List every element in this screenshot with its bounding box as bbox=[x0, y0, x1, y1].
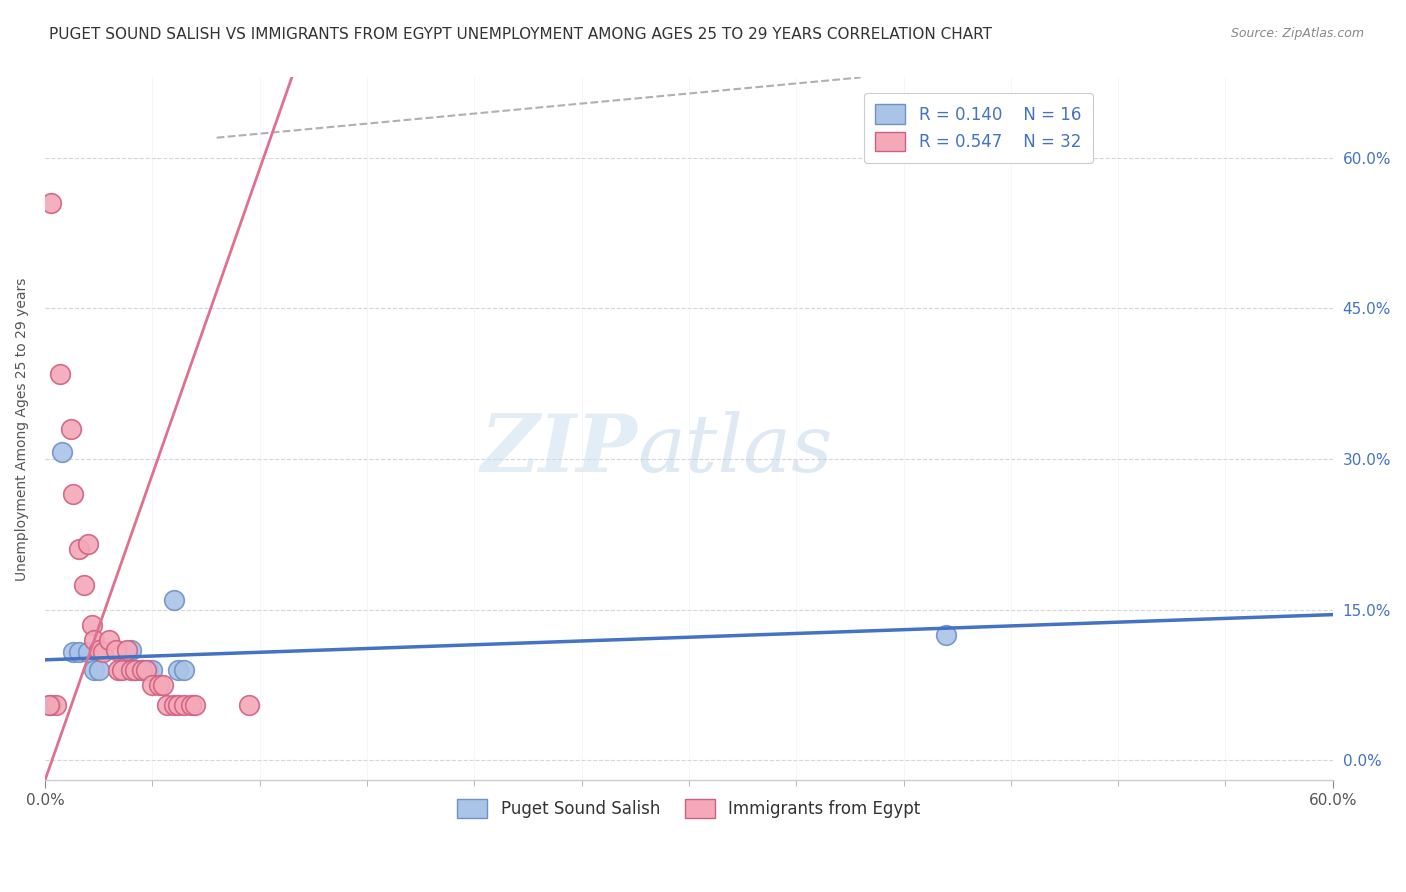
Point bbox=[51, 445, 73, 459]
Point bbox=[141, 678, 163, 692]
Point bbox=[141, 663, 163, 677]
Point bbox=[38, 698, 60, 712]
Point bbox=[131, 663, 153, 677]
Point bbox=[98, 632, 121, 647]
Point bbox=[124, 663, 146, 677]
Point bbox=[124, 663, 146, 677]
Point bbox=[111, 663, 134, 677]
Y-axis label: Unemployment Among Ages 25 to 29 years: Unemployment Among Ages 25 to 29 years bbox=[15, 277, 30, 581]
Point bbox=[131, 663, 153, 677]
Point bbox=[67, 645, 90, 659]
Point bbox=[167, 698, 190, 712]
Point bbox=[148, 678, 170, 692]
Point bbox=[120, 642, 142, 657]
Point bbox=[67, 542, 90, 557]
Text: atlas: atlas bbox=[637, 411, 832, 489]
Point bbox=[87, 663, 110, 677]
Point bbox=[72, 577, 94, 591]
Point bbox=[163, 592, 186, 607]
Point bbox=[77, 645, 100, 659]
Text: Source: ZipAtlas.com: Source: ZipAtlas.com bbox=[1230, 27, 1364, 40]
Point bbox=[156, 698, 179, 712]
Point bbox=[184, 698, 207, 712]
Point bbox=[82, 617, 104, 632]
Point bbox=[152, 678, 174, 692]
Point bbox=[59, 422, 82, 436]
Point bbox=[41, 698, 63, 712]
Point bbox=[77, 537, 100, 551]
Text: ZIP: ZIP bbox=[481, 411, 637, 489]
Point bbox=[173, 698, 195, 712]
Point bbox=[107, 663, 129, 677]
Point bbox=[238, 698, 260, 712]
Point bbox=[87, 642, 110, 657]
Point bbox=[83, 663, 105, 677]
Point bbox=[135, 663, 157, 677]
Point bbox=[83, 632, 105, 647]
Point bbox=[173, 663, 195, 677]
Point bbox=[935, 628, 957, 642]
Point bbox=[104, 642, 127, 657]
Point bbox=[163, 698, 186, 712]
Point bbox=[136, 663, 159, 677]
Point bbox=[115, 642, 138, 657]
Point bbox=[180, 698, 202, 712]
Point bbox=[62, 645, 84, 659]
Point bbox=[45, 698, 67, 712]
Point bbox=[91, 645, 114, 659]
Text: PUGET SOUND SALISH VS IMMIGRANTS FROM EGYPT UNEMPLOYMENT AMONG AGES 25 TO 29 YEA: PUGET SOUND SALISH VS IMMIGRANTS FROM EG… bbox=[49, 27, 993, 42]
Point bbox=[49, 367, 72, 381]
Point bbox=[167, 663, 190, 677]
Point bbox=[62, 487, 84, 501]
Point bbox=[120, 663, 142, 677]
Legend: Puget Sound Salish, Immigrants from Egypt: Puget Sound Salish, Immigrants from Egyp… bbox=[450, 792, 927, 825]
Point bbox=[41, 196, 63, 211]
